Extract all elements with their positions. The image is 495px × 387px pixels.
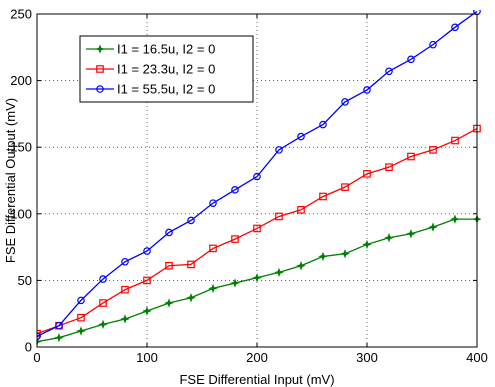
data-point [164,298,174,308]
data-point [120,314,130,324]
data-point [76,326,86,336]
data-point [341,98,349,106]
data-point [274,267,284,278]
data-point [231,186,239,194]
y-tick-label: 0 [25,340,32,355]
legend-swatch-marker [95,44,105,54]
y-tick-label: 100 [10,206,32,221]
legend-swatch-marker [96,65,104,73]
data-point [384,233,394,243]
data-point [340,249,350,259]
legend-item: I1 = 16.5u, I2 = 0 [86,42,215,57]
data-point [99,275,107,283]
data-point [98,319,108,330]
data-point [187,216,195,225]
data-point [187,260,195,269]
data-point [450,214,460,224]
data-point [121,257,129,266]
y-tick-label: 200 [10,73,32,88]
data-point [252,273,262,283]
data-point [319,120,327,129]
data-point [77,296,85,305]
data-point [362,239,372,250]
series-line [37,127,478,335]
data-point [341,183,349,191]
data-point [318,251,328,262]
data-point [55,321,63,330]
data-point [363,86,371,94]
data-point [429,40,437,49]
series-group [37,10,481,347]
x-tick-label: 300 [356,350,378,365]
data-point [230,278,240,288]
data-point [143,247,151,255]
data-point [407,55,415,64]
y-tick-label: 50 [18,273,32,288]
x-tick-label: 400 [466,350,488,365]
data-point [253,224,261,233]
data-point [275,146,283,154]
data-point [142,306,152,316]
data-point [209,199,217,207]
legend-label: I1 = 16.5u, I2 = 0 [117,42,215,57]
data-point [37,329,41,338]
data-point [165,261,173,270]
data-point [121,285,129,294]
axis-ticks: 0 100 200 300 400 0 50 100 150 200 250 [10,7,488,366]
data-point [319,192,327,201]
legend-swatch-marker [96,85,104,93]
series-2 [37,124,481,338]
data-point [54,332,64,343]
data-point [451,23,459,32]
data-point [208,283,218,294]
y-axis-label: FSE Differential Output (mV) [3,98,18,263]
legend-item: I1 = 55.5u, I2 = 0 [86,82,215,97]
data-point [99,299,107,307]
legend-label: I1 = 23.3u, I2 = 0 [117,62,215,77]
data-point [37,332,41,341]
series-1 [37,214,481,347]
data-point [165,228,173,237]
data-point [297,132,305,141]
legend: I1 = 16.5u, I2 = 0 I1 = 23.3u, I2 = 0 I1 =… [79,35,254,103]
data-point [296,261,306,271]
data-point [186,292,196,303]
data-point [37,336,42,347]
y-tick-label: 150 [10,140,32,155]
data-point [297,206,305,214]
data-point [363,170,371,178]
legend-item: I1 = 23.3u, I2 = 0 [86,62,215,77]
data-point [77,313,85,322]
data-point [407,152,415,161]
data-point [428,222,438,232]
x-tick-label: 200 [246,350,268,365]
data-point [406,229,416,239]
x-axis-label: FSE Differential Input (mV) [179,372,334,387]
x-tick-label: 0 [33,350,40,365]
x-tick-label: 100 [136,350,158,365]
series-line [37,10,478,337]
data-point [385,67,393,76]
data-point [231,235,239,243]
data-point [209,244,217,253]
data-point [385,163,393,171]
data-point [253,172,261,181]
data-point [429,146,437,154]
y-tick-label: 250 [10,7,32,22]
data-point [275,212,283,221]
legend-label: I1 = 55.5u, I2 = 0 [117,82,215,97]
data-point [451,136,459,145]
series-3 [37,10,481,341]
data-point [143,276,151,285]
